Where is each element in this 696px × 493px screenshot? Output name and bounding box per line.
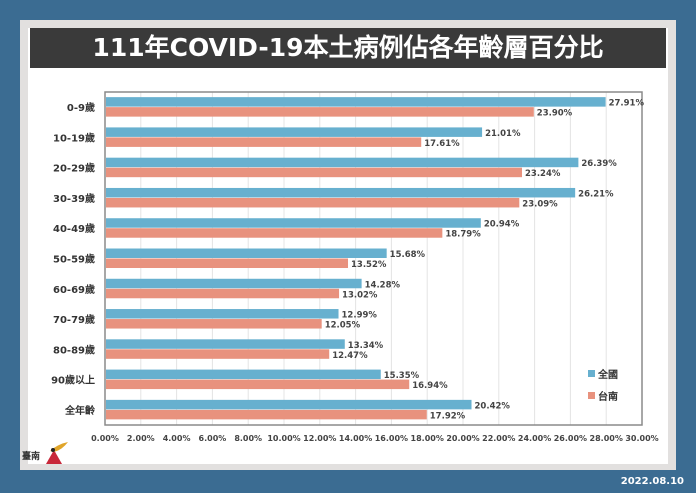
data-label: 26.21% bbox=[578, 189, 614, 199]
bar-tainan bbox=[106, 409, 427, 420]
x-tick-label: 28.00% bbox=[590, 434, 623, 443]
x-tick-label: 16.00% bbox=[375, 434, 408, 443]
x-tick-label: 0.00% bbox=[91, 434, 119, 443]
bar-tainan bbox=[106, 349, 330, 359]
bar-national bbox=[106, 369, 381, 380]
data-label: 12.99% bbox=[342, 311, 378, 321]
x-tick-label: 12.00% bbox=[303, 434, 336, 443]
data-label: 20.94% bbox=[484, 220, 520, 230]
data-label: 13.34% bbox=[348, 341, 384, 351]
data-label: 27.91% bbox=[609, 99, 645, 109]
data-label: 23.09% bbox=[522, 199, 558, 209]
bar-national bbox=[106, 218, 481, 228]
plot-frame bbox=[104, 91, 643, 426]
data-label: 15.35% bbox=[384, 371, 420, 381]
category-label: 30-39歲 bbox=[53, 192, 95, 205]
data-label: 14.28% bbox=[365, 280, 401, 290]
category-label: 80-89歲 bbox=[53, 343, 95, 356]
bar-tainan bbox=[106, 107, 534, 117]
data-label: 15.68% bbox=[390, 250, 426, 260]
data-label: 12.47% bbox=[332, 351, 368, 361]
chart-title: 111年COVID-19本土病例佔各年齡層百分比 bbox=[30, 28, 666, 68]
category-label: 0-9歲 bbox=[67, 101, 95, 114]
category-label: 全年齡 bbox=[64, 404, 95, 417]
bar-tainan bbox=[106, 197, 520, 208]
bar-tainan bbox=[106, 137, 422, 147]
x-tick-label: 20.00% bbox=[446, 434, 479, 443]
bar-national bbox=[106, 157, 579, 168]
bar-national bbox=[106, 339, 345, 349]
legend-label: 全國 bbox=[597, 368, 618, 381]
category-label: 60-69歲 bbox=[53, 283, 95, 296]
data-label: 13.52% bbox=[351, 260, 387, 270]
bar-national bbox=[106, 399, 472, 410]
data-label: 12.05% bbox=[325, 321, 361, 331]
data-label: 20.42% bbox=[475, 401, 511, 411]
bar-tainan bbox=[106, 319, 322, 329]
data-label: 18.79% bbox=[445, 230, 481, 240]
x-tick-label: 6.00% bbox=[199, 434, 227, 443]
category-label: 10-19歲 bbox=[53, 131, 95, 144]
data-label: 23.24% bbox=[525, 169, 561, 179]
legend-swatch bbox=[588, 392, 595, 399]
x-tick-label: 24.00% bbox=[518, 434, 551, 443]
category-label: 20-29歲 bbox=[53, 162, 95, 175]
x-tick-label: 8.00% bbox=[234, 434, 262, 443]
data-label: 26.39% bbox=[581, 159, 617, 169]
legend-swatch bbox=[588, 370, 595, 377]
logo-text: 臺南 bbox=[22, 450, 40, 462]
x-tick-label: 2.00% bbox=[127, 434, 155, 443]
bar-tainan bbox=[106, 167, 522, 178]
tainan-logo: 臺南 bbox=[22, 442, 68, 464]
x-tick-label: 26.00% bbox=[554, 434, 587, 443]
category-label: 50-59歲 bbox=[53, 253, 95, 266]
bar-national bbox=[106, 309, 339, 319]
category-label: 70-79歲 bbox=[53, 313, 95, 326]
x-tick-label: 14.00% bbox=[339, 434, 372, 443]
data-label: 13.02% bbox=[342, 290, 378, 300]
bar-national bbox=[106, 248, 387, 258]
data-label: 17.61% bbox=[424, 139, 460, 149]
data-label: 16.94% bbox=[412, 381, 448, 391]
data-label: 21.01% bbox=[485, 129, 521, 139]
x-tick-label: 4.00% bbox=[163, 434, 191, 443]
bar-tainan bbox=[106, 228, 443, 238]
legend-label: 台南 bbox=[598, 390, 618, 403]
category-label: 40-49歲 bbox=[53, 222, 95, 235]
x-tick-label: 22.00% bbox=[482, 434, 515, 443]
bar-tainan bbox=[106, 288, 340, 299]
x-tick-label: 30.00% bbox=[625, 434, 658, 443]
date-label: 2022.08.10 bbox=[620, 476, 684, 487]
x-tick-label: 10.00% bbox=[267, 434, 300, 443]
category-label: 90歲以上 bbox=[51, 374, 95, 387]
bar-national bbox=[106, 97, 606, 107]
data-label: 17.92% bbox=[430, 411, 466, 421]
bar-tainan bbox=[106, 379, 410, 390]
data-label: 23.90% bbox=[537, 109, 573, 119]
bar-national bbox=[106, 278, 362, 289]
bar-national bbox=[106, 187, 576, 198]
bar-tainan bbox=[106, 258, 349, 268]
x-tick-label: 18.00% bbox=[411, 434, 444, 443]
bar-national bbox=[106, 127, 483, 137]
